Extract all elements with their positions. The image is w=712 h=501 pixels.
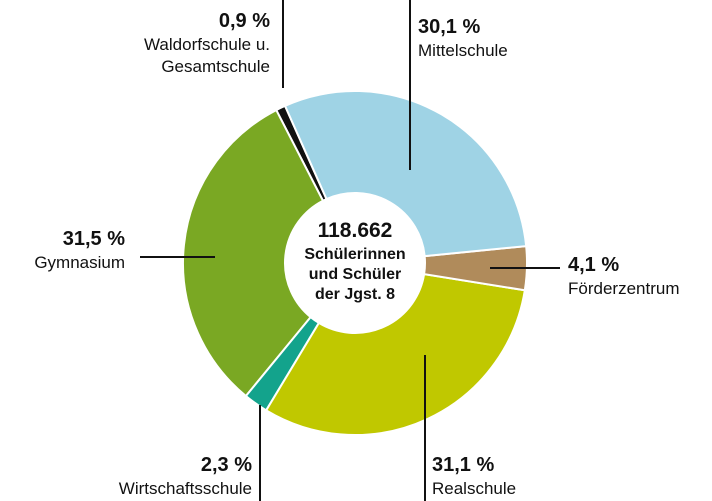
value-label: 30,1 % (418, 16, 481, 38)
center-label: Schülerinnen (304, 246, 405, 263)
center-label: der Jgst. 8 (315, 286, 395, 303)
label: 4,1 % Förderzentrum (568, 252, 679, 300)
value-label: 4,1 % (568, 254, 620, 276)
category-label: Realschule (432, 479, 517, 498)
label: 31,5 % Gymnasium (34, 226, 125, 274)
value-label: 2,3 % (200, 454, 252, 476)
label: 30,1 % Mittelschule (418, 14, 508, 62)
value-label: 31,1 % (432, 454, 495, 476)
donut-slice (422, 245, 528, 292)
center-label: und Schüler (309, 266, 401, 283)
category-label: Waldorfschule u. Gesamtschule (144, 35, 270, 76)
value-label: 31,5 % (62, 228, 125, 250)
center-label: 118.662 (318, 219, 393, 242)
label: 2,3 % Wirtschaftsschule (119, 452, 252, 500)
leader-lines (140, 0, 560, 501)
category-label: Gymnasium (34, 253, 125, 272)
donut-slice (182, 108, 325, 398)
value-label: 0,9 % (218, 10, 270, 32)
donut-slice (283, 90, 528, 258)
category-label: Wirtschaftsschule (118, 479, 252, 498)
label: 0,9 % Waldorfschule u. Gesamtschule (120, 8, 270, 78)
label: 31,1 % Realschule (432, 452, 516, 500)
category-label: Mittelschule (418, 41, 508, 60)
donut-slice (264, 272, 526, 436)
category-label: Förderzentrum (568, 279, 680, 298)
